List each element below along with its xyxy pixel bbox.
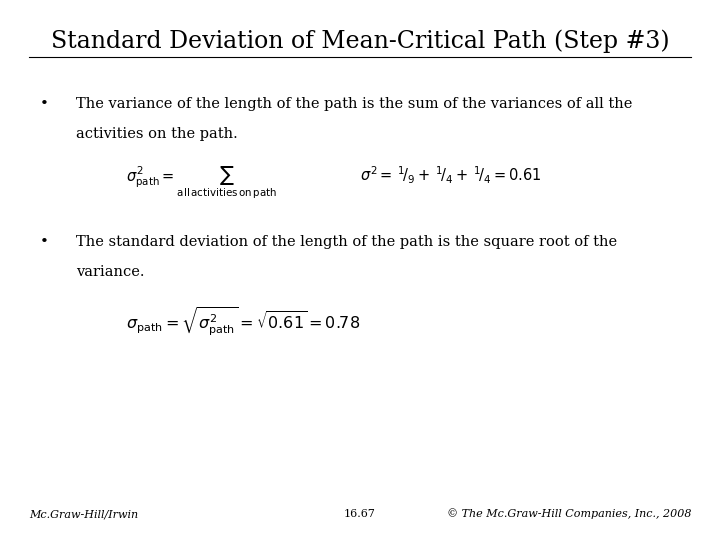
Text: $\sigma^2_{\rm path} = \sum_{\rm all\,activities\,on\,path}$: $\sigma^2_{\rm path} = \sum_{\rm all\,ac…	[126, 165, 277, 201]
Text: 16.67: 16.67	[344, 509, 376, 519]
Text: $\sigma_{\rm path} = \sqrt{\sigma^2_{\rm path}} = \sqrt{0.61} = 0.78$: $\sigma_{\rm path} = \sqrt{\sigma^2_{\rm…	[126, 305, 360, 338]
Text: $\sigma^2 = \,^{1\!}/_{9} + \,^{1\!}/_{4} + \,^{1\!}/_{4} = 0.61$: $\sigma^2 = \,^{1\!}/_{9} + \,^{1\!}/_{4…	[360, 165, 541, 186]
Text: •: •	[40, 97, 48, 111]
Text: Mc.Graw-Hill/Irwin: Mc.Graw-Hill/Irwin	[29, 509, 138, 519]
Text: •: •	[40, 235, 48, 249]
Text: © The Mc.Graw-Hill Companies, Inc., 2008: © The Mc.Graw-Hill Companies, Inc., 2008	[446, 509, 691, 519]
Text: Standard Deviation of Mean-Critical Path (Step #3): Standard Deviation of Mean-Critical Path…	[50, 30, 670, 53]
Text: The variance of the length of the path is the sum of the variances of all the: The variance of the length of the path i…	[76, 97, 632, 111]
Text: The standard deviation of the length of the path is the square root of the: The standard deviation of the length of …	[76, 235, 617, 249]
Text: variance.: variance.	[76, 265, 144, 279]
Text: activities on the path.: activities on the path.	[76, 127, 238, 141]
